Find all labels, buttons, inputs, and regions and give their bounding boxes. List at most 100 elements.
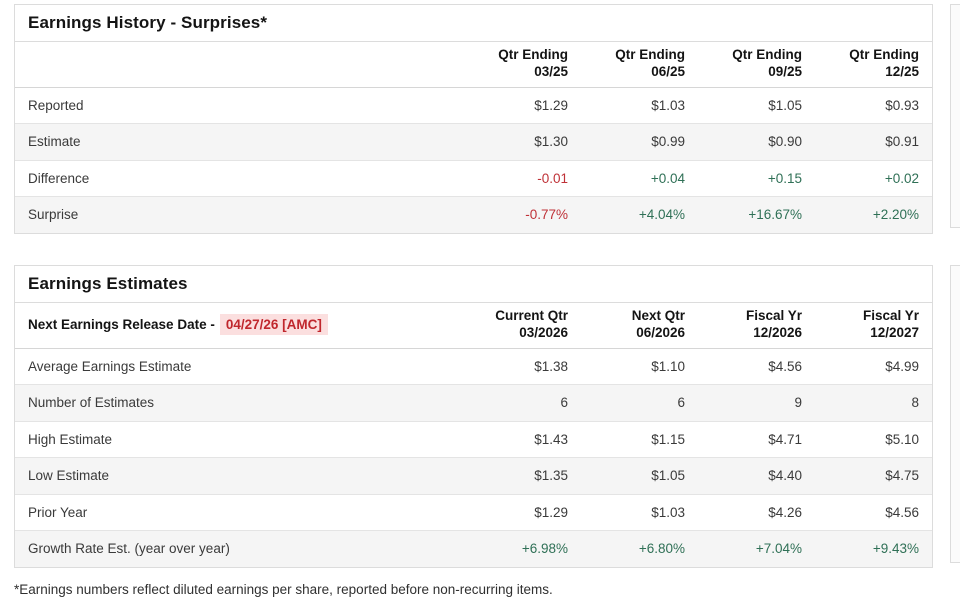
value-cell: +16.67% [748, 207, 802, 223]
value-cell: +0.02 [815, 160, 932, 198]
table-row: Prior Year $1.29 $1.03 $4.26 $4.56 [15, 494, 932, 532]
table-row: High Estimate $1.43 $1.15 $4.71 $5.10 [15, 421, 932, 459]
row-label: Reported [15, 87, 464, 125]
column-header-line2: 03/2026 [519, 325, 568, 341]
value-cell: -0.77% [525, 207, 568, 223]
column-header: Qtr Ending 09/25 [698, 42, 815, 88]
column-header-line2: 03/25 [534, 64, 568, 80]
value-cell: $1.05 [698, 87, 815, 125]
next-earnings-release: Next Earnings Release Date -04/27/26 [AM… [15, 303, 464, 349]
row-label: Difference [15, 160, 464, 198]
value-cell: $0.90 [698, 123, 815, 161]
column-header: Current Qtr 03/2026 [464, 303, 581, 349]
value-cell: +4.04% [638, 207, 685, 223]
row-label: Prior Year [15, 494, 464, 532]
row-label: Surprise [28, 207, 79, 223]
table-row: Low Estimate $1.35 $1.05 $4.40 $4.75 [15, 457, 932, 495]
column-header: Fiscal Yr 12/2026 [698, 303, 815, 349]
table-row: Number of Estimates 6 6 9 8 [15, 384, 932, 422]
value-cell: +0.15 [698, 160, 815, 198]
value-cell: $0.91 [815, 123, 932, 161]
column-header-line2: 09/25 [768, 64, 802, 80]
value-cell: +0.04 [581, 160, 698, 198]
value-cell: $1.05 [581, 457, 698, 495]
release-date-label: Next Earnings Release Date - [28, 316, 215, 332]
value-cell: 8 [815, 384, 932, 422]
table-row: Difference -0.01 +0.04 +0.15 +0.02 [15, 160, 932, 198]
history-header-row: Qtr Ending 03/25 Qtr Ending 06/25 Qtr En… [15, 42, 932, 88]
earnings-estimates-card: Earnings Estimates Next Earnings Release… [14, 265, 933, 568]
value-cell: $4.99 [815, 348, 932, 386]
value-cell: $4.75 [815, 457, 932, 495]
table-row: Average Earnings Estimate $1.38 $1.10 $4… [15, 348, 932, 386]
column-header-line1: Qtr Ending [615, 47, 685, 62]
earnings-estimates-title: Earnings Estimates [15, 266, 932, 303]
table-row: Estimate $1.30 $0.99 $0.90 $0.91 [15, 123, 932, 161]
column-header-line1: Qtr Ending [732, 47, 802, 62]
value-cell: $4.56 [815, 494, 932, 532]
value-cell: $1.29 [464, 87, 581, 125]
row-label: Low Estimate [15, 457, 464, 495]
value-cell: +6.80% [638, 541, 685, 557]
footnote: *Earnings numbers reflect diluted earnin… [14, 582, 553, 597]
column-header: Qtr Ending 12/25 [815, 42, 932, 88]
earnings-history-title: Earnings History - Surprises* [15, 5, 932, 42]
value-cell: $1.15 [581, 421, 698, 459]
value-cell: $1.03 [581, 494, 698, 532]
value-cell: $0.93 [815, 87, 932, 125]
column-header: Fiscal Yr 12/2027 [815, 303, 932, 349]
column-header-line2: 12/2027 [870, 325, 919, 341]
value-cell: $4.56 [698, 348, 815, 386]
column-header-line1: Current Qtr [495, 308, 568, 323]
value-cell: $1.38 [464, 348, 581, 386]
value-cell: $4.40 [698, 457, 815, 495]
column-header-line2: 06/25 [651, 64, 685, 80]
value-cell: $5.10 [815, 421, 932, 459]
row-label: Estimate [15, 123, 464, 161]
value-cell: -0.01 [464, 160, 581, 198]
column-header-line1: Qtr Ending [849, 47, 919, 62]
value-cell: $1.30 [464, 123, 581, 161]
table-row: Surprise -0.77% +4.04% +16.67% +2.20% [15, 196, 932, 233]
column-header: Qtr Ending 03/25 [464, 42, 581, 88]
table-row: Growth Rate Est. (year over year) +6.98%… [15, 530, 932, 567]
value-cell: $1.03 [581, 87, 698, 125]
value-cell: $1.29 [464, 494, 581, 532]
estimates-header-row: Next Earnings Release Date -04/27/26 [AM… [15, 303, 932, 349]
value-cell: +6.98% [521, 541, 568, 557]
earnings-history-card: Earnings History - Surprises* Qtr Ending… [14, 4, 933, 234]
value-cell: 6 [464, 384, 581, 422]
row-label: Number of Estimates [15, 384, 464, 422]
history-header-empty [15, 42, 464, 88]
column-header-line1: Fiscal Yr [862, 308, 919, 323]
value-cell: $1.35 [464, 457, 581, 495]
column-header-line2: 12/2026 [753, 325, 802, 341]
column-header-line1: Fiscal Yr [745, 308, 802, 323]
column-header-line1: Next Qtr [631, 308, 685, 323]
value-cell: 6 [581, 384, 698, 422]
value-cell: $4.71 [698, 421, 815, 459]
value-cell: +7.04% [755, 541, 802, 557]
value-cell: +2.20% [872, 207, 919, 223]
column-header-line2: 12/25 [885, 64, 919, 80]
release-date-badge: 04/27/26 [AMC] [219, 313, 328, 335]
earnings-estimates-table: Next Earnings Release Date -04/27/26 [AM… [15, 303, 932, 567]
value-cell: $1.10 [581, 348, 698, 386]
table-row: Reported $1.29 $1.03 $1.05 $0.93 [15, 87, 932, 125]
column-header: Qtr Ending 06/25 [581, 42, 698, 88]
value-cell: $1.43 [464, 421, 581, 459]
value-cell: 9 [698, 384, 815, 422]
adjacent-panel-edge [950, 265, 960, 563]
column-header: Next Qtr 06/2026 [581, 303, 698, 349]
earnings-history-table: Qtr Ending 03/25 Qtr Ending 06/25 Qtr En… [15, 42, 932, 233]
row-label: Average Earnings Estimate [15, 348, 464, 386]
column-header-line1: Qtr Ending [498, 47, 568, 62]
column-header-line2: 06/2026 [636, 325, 685, 341]
value-cell: $4.26 [698, 494, 815, 532]
value-cell: +9.43% [872, 541, 919, 557]
row-label: High Estimate [15, 421, 464, 459]
row-label: Growth Rate Est. (year over year) [28, 541, 230, 557]
value-cell: $0.99 [581, 123, 698, 161]
adjacent-panel-edge [950, 4, 960, 228]
